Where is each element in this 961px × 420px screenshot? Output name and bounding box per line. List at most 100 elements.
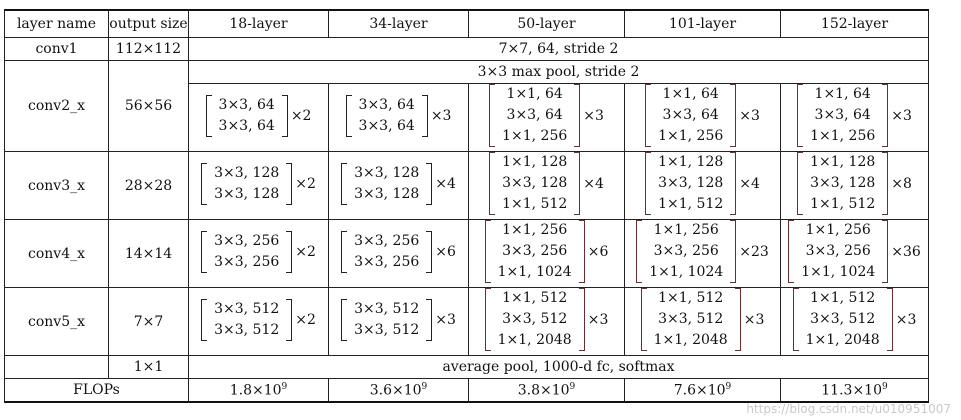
left-bracket xyxy=(205,94,212,137)
bracket-lines: 1×1, 256 3×3, 256 1×1, 1024 xyxy=(794,220,882,283)
header-cell: output size xyxy=(108,9,189,38)
bracket-matrix: 3×3, 64 3×3, 64 xyxy=(345,94,428,137)
flops-exponent: 9 xyxy=(725,381,732,392)
layer-spec-line: 1×1, 1024 xyxy=(649,264,724,280)
layer-spec-line: 1×1, 512 xyxy=(502,196,568,212)
maxpool-spec-cell: 3×3 max pool, stride 2 xyxy=(188,60,929,84)
bracket-group: 1×1, 128 3×3, 128 1×1, 512 ×4 xyxy=(645,152,760,215)
layer-spec-line: 3×3, 128 xyxy=(214,164,280,181)
layer-spec-line: 3×3, 256 xyxy=(354,253,420,270)
bracket-group: 3×3, 128 3×3, 128 ×4 xyxy=(341,162,456,205)
repeat-multiplier: ×8 xyxy=(891,175,912,192)
bracket-lines: 1×1, 64 3×3, 64 1×1, 256 xyxy=(651,84,730,147)
bracket-lines: 3×3, 512 3×3, 512 xyxy=(207,299,286,341)
bracket-lines: 1×1, 64 3×3, 64 1×1, 256 xyxy=(803,84,882,147)
repeat-multiplier: ×4 xyxy=(435,175,456,192)
layer-spec-line: 1×1, 64 xyxy=(506,86,563,102)
bracket-group: 3×3, 256 3×3, 256 ×6 xyxy=(341,230,456,273)
right-bracket xyxy=(882,84,889,147)
repeat-multiplier: ×3 xyxy=(587,311,609,328)
left-bracket xyxy=(341,230,348,273)
layer-spec-line: 3×3, 256 xyxy=(354,232,420,249)
layer-name-cell: conv3_x xyxy=(4,151,109,220)
layer-spec-line: 1×1, 256 xyxy=(805,222,871,238)
flops-base: 11.3×10 xyxy=(821,382,882,399)
block-spec-cell: 1×1, 64 3×3, 64 1×1, 256 ×3 xyxy=(780,83,929,152)
layer-spec-line: 1×1, 512 xyxy=(810,196,876,212)
bracket-matrix: 1×1, 128 3×3, 128 1×1, 512 xyxy=(645,152,737,215)
layer-spec-line: 1×1, 256 xyxy=(658,128,724,144)
repeat-multiplier: ×6 xyxy=(435,243,456,260)
bracket-group: 1×1, 64 3×3, 64 1×1, 256 ×3 xyxy=(489,84,604,147)
flops-label-cell: FLOPs xyxy=(4,378,189,403)
right-bracket xyxy=(882,152,889,215)
left-bracket xyxy=(341,162,348,205)
right-bracket xyxy=(882,220,889,283)
bracket-lines: 3×3, 64 3×3, 64 xyxy=(212,95,282,137)
header-cell: layer name xyxy=(4,9,109,38)
flops-exponent: 9 xyxy=(281,381,288,392)
block-spec-cell: 1×1, 256 3×3, 256 1×1, 1024 ×23 xyxy=(624,219,781,288)
left-bracket xyxy=(484,288,491,351)
layer-spec-line: 3×3, 128 xyxy=(810,175,876,191)
repeat-multiplier: ×3 xyxy=(435,311,456,328)
layer-spec-line: 1×1, 2048 xyxy=(497,332,572,348)
layer-spec-line: 1×1, 1024 xyxy=(801,264,876,280)
right-bracket xyxy=(730,220,737,283)
flops-row: FLOPs 1.8×109 3.6×109 3.8×109 7.6×109 11.3×10… xyxy=(4,378,929,403)
bracket-group: 3×3, 256 3×3, 256 ×2 xyxy=(201,230,316,273)
bracket-lines: 3×3, 128 3×3, 128 xyxy=(347,163,426,205)
layer-spec-line: 3×3, 64 xyxy=(218,96,275,113)
right-bracket xyxy=(286,162,293,205)
header-cell: 152-layer xyxy=(780,9,929,38)
layer-spec-line: 1×1, 128 xyxy=(658,154,724,170)
block-spec-cell: 1×1, 128 3×3, 128 1×1, 512 ×4 xyxy=(624,151,781,220)
header-cell: 34-layer xyxy=(328,9,469,38)
repeat-multiplier: ×3 xyxy=(891,107,912,124)
bracket-group: 1×1, 256 3×3, 256 1×1, 1024 ×36 xyxy=(788,220,921,283)
left-bracket xyxy=(201,230,208,273)
layer-spec-line: 3×3, 128 xyxy=(658,175,724,191)
bracket-group: 3×3, 512 3×3, 512 ×2 xyxy=(201,298,316,341)
bracket-matrix: 3×3, 128 3×3, 128 xyxy=(341,162,433,205)
layer-spec-line: 1×1, 256 xyxy=(502,222,568,238)
layer-spec-line: 1×1, 256 xyxy=(502,128,568,144)
layer-name-cell: conv1 xyxy=(4,37,109,61)
layer-spec-line: 1×1, 512 xyxy=(502,290,568,306)
layer-spec-line: 3×3, 512 xyxy=(502,311,568,327)
bracket-group: 1×1, 256 3×3, 256 1×1, 1024 ×6 xyxy=(484,220,608,283)
layer-spec-line: 3×3, 64 xyxy=(358,117,415,134)
block-row: conv5_x 7×7 3×3, 512 3×3, 512 ×2 3×3, 512 3×3,… xyxy=(4,287,929,356)
bracket-group: 1×1, 64 3×3, 64 1×1, 256 ×3 xyxy=(645,84,760,147)
bracket-lines: 3×3, 64 3×3, 64 xyxy=(352,95,422,137)
block-spec-cell: 1×1, 512 3×3, 512 1×1, 2048 ×3 xyxy=(468,287,625,356)
bracket-lines: 3×3, 128 3×3, 128 xyxy=(207,163,286,205)
repeat-multiplier: ×3 xyxy=(739,107,760,124)
bracket-group: 1×1, 512 3×3, 512 1×1, 2048 ×3 xyxy=(792,288,916,351)
left-bracket xyxy=(341,298,348,341)
final-row: 1×1 average pool, 1000-d fc, softmax xyxy=(4,355,929,379)
layer-spec-line: 1×1, 128 xyxy=(502,154,568,170)
header-cell: 50-layer xyxy=(468,9,625,38)
layer-spec-line: 3×3, 256 xyxy=(214,232,280,249)
bracket-matrix: 1×1, 64 3×3, 64 1×1, 256 xyxy=(797,84,889,147)
layer-spec-line: 1×1, 512 xyxy=(658,196,724,212)
flops-value-cell: 3.6×109 xyxy=(328,378,469,403)
bracket-group: 3×3, 64 3×3, 64 ×2 xyxy=(205,94,311,137)
layer-spec-line: 3×3, 256 xyxy=(653,243,719,259)
left-bracket xyxy=(645,152,652,215)
right-bracket xyxy=(426,162,433,205)
layer-spec-line: 1×1, 256 xyxy=(810,128,876,144)
block-spec-cell: 3×3, 512 3×3, 512 ×3 xyxy=(328,287,469,356)
layer-spec-line: 3×3, 512 xyxy=(354,321,420,338)
flops-value-cell: 11.3×109 xyxy=(780,378,929,403)
bracket-group: 3×3, 128 3×3, 128 ×2 xyxy=(201,162,316,205)
bracket-matrix: 1×1, 128 3×3, 128 1×1, 512 xyxy=(489,152,581,215)
flops-exponent: 9 xyxy=(569,381,576,392)
bracket-lines: 1×1, 256 3×3, 256 1×1, 1024 xyxy=(491,220,579,283)
bracket-group: 1×1, 512 3×3, 512 1×1, 2048 ×3 xyxy=(484,288,609,351)
layer-spec-line: 1×1, 512 xyxy=(810,290,876,306)
layer-name-cell xyxy=(4,355,109,379)
right-bracket xyxy=(421,94,428,137)
block-spec-cell: 1×1, 256 3×3, 256 1×1, 1024 ×36 xyxy=(780,219,929,288)
